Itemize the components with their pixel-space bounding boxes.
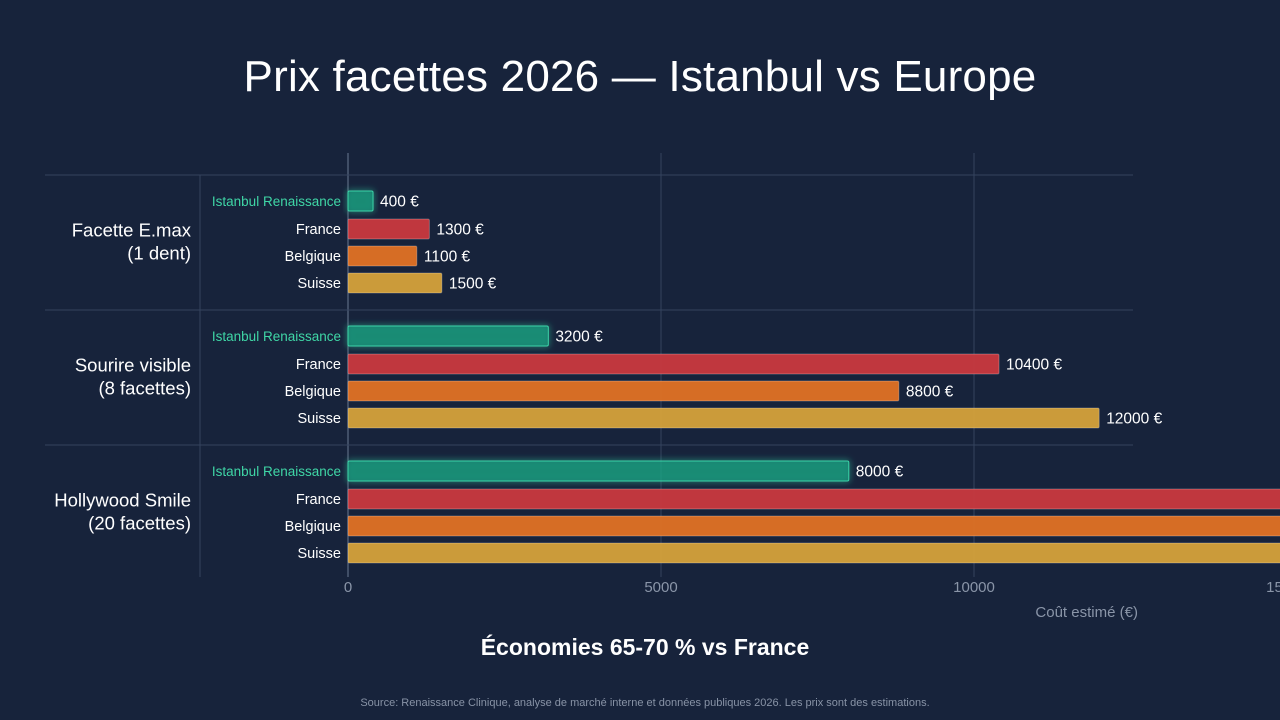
bar (347, 460, 850, 482)
bar (347, 353, 1000, 375)
series-label: Istanbul Renaissance (212, 464, 341, 479)
value-label: 1100 € (424, 249, 471, 266)
bar (347, 272, 443, 294)
value-label: 8000 € (856, 464, 904, 481)
chart-title: Prix facettes 2026 — Istanbul vs Europe (243, 52, 1037, 101)
x-axis-label: Coût estimé (€) (1035, 604, 1138, 621)
series-label: Suisse (297, 411, 341, 427)
series-label: Istanbul Renaissance (212, 194, 341, 209)
group-label: Sourire visible (75, 355, 191, 376)
bar (347, 515, 1280, 537)
group-label: (1 dent) (127, 243, 191, 264)
bar (347, 245, 418, 267)
bar (347, 325, 549, 347)
series-label: France (296, 492, 341, 508)
x-tick-label: 15000 (1266, 579, 1280, 596)
savings-highlight: Économies 65-70 % vs France (480, 634, 810, 660)
series-label: Belgique (285, 249, 341, 265)
group-label: (20 facettes) (88, 513, 191, 534)
value-label: 8800 € (906, 384, 954, 401)
value-label: 12000 € (1106, 411, 1162, 428)
labels: 05000100001500020000Coût estimé (€)Facet… (54, 194, 1280, 622)
bar (347, 380, 900, 402)
series-label: Belgique (285, 519, 341, 535)
series-label: France (296, 222, 341, 238)
value-label: 1300 € (436, 222, 484, 239)
group-label: (8 facettes) (98, 378, 191, 399)
series-label: Suisse (297, 546, 341, 562)
value-label: 3200 € (555, 329, 603, 346)
series-label: Suisse (297, 276, 341, 292)
series-label: Belgique (285, 384, 341, 400)
x-tick-label: 0 (344, 579, 352, 596)
bar (347, 218, 430, 240)
series-label: France (296, 357, 341, 373)
bar (347, 542, 1280, 564)
value-label: 10400 € (1006, 357, 1062, 374)
bar (347, 190, 374, 212)
x-tick-label: 10000 (953, 579, 995, 596)
x-tick-label: 5000 (644, 579, 677, 596)
bar (347, 407, 1100, 429)
group-label: Hollywood Smile (54, 490, 191, 511)
bar (347, 488, 1280, 510)
group-label: Facette E.max (72, 220, 192, 241)
bars (347, 190, 1280, 564)
value-label: 400 € (380, 194, 419, 211)
series-label: Istanbul Renaissance (212, 329, 341, 344)
value-label: 1500 € (449, 276, 497, 293)
source-note: Source: Renaissance Clinique, analyse de… (360, 697, 930, 709)
